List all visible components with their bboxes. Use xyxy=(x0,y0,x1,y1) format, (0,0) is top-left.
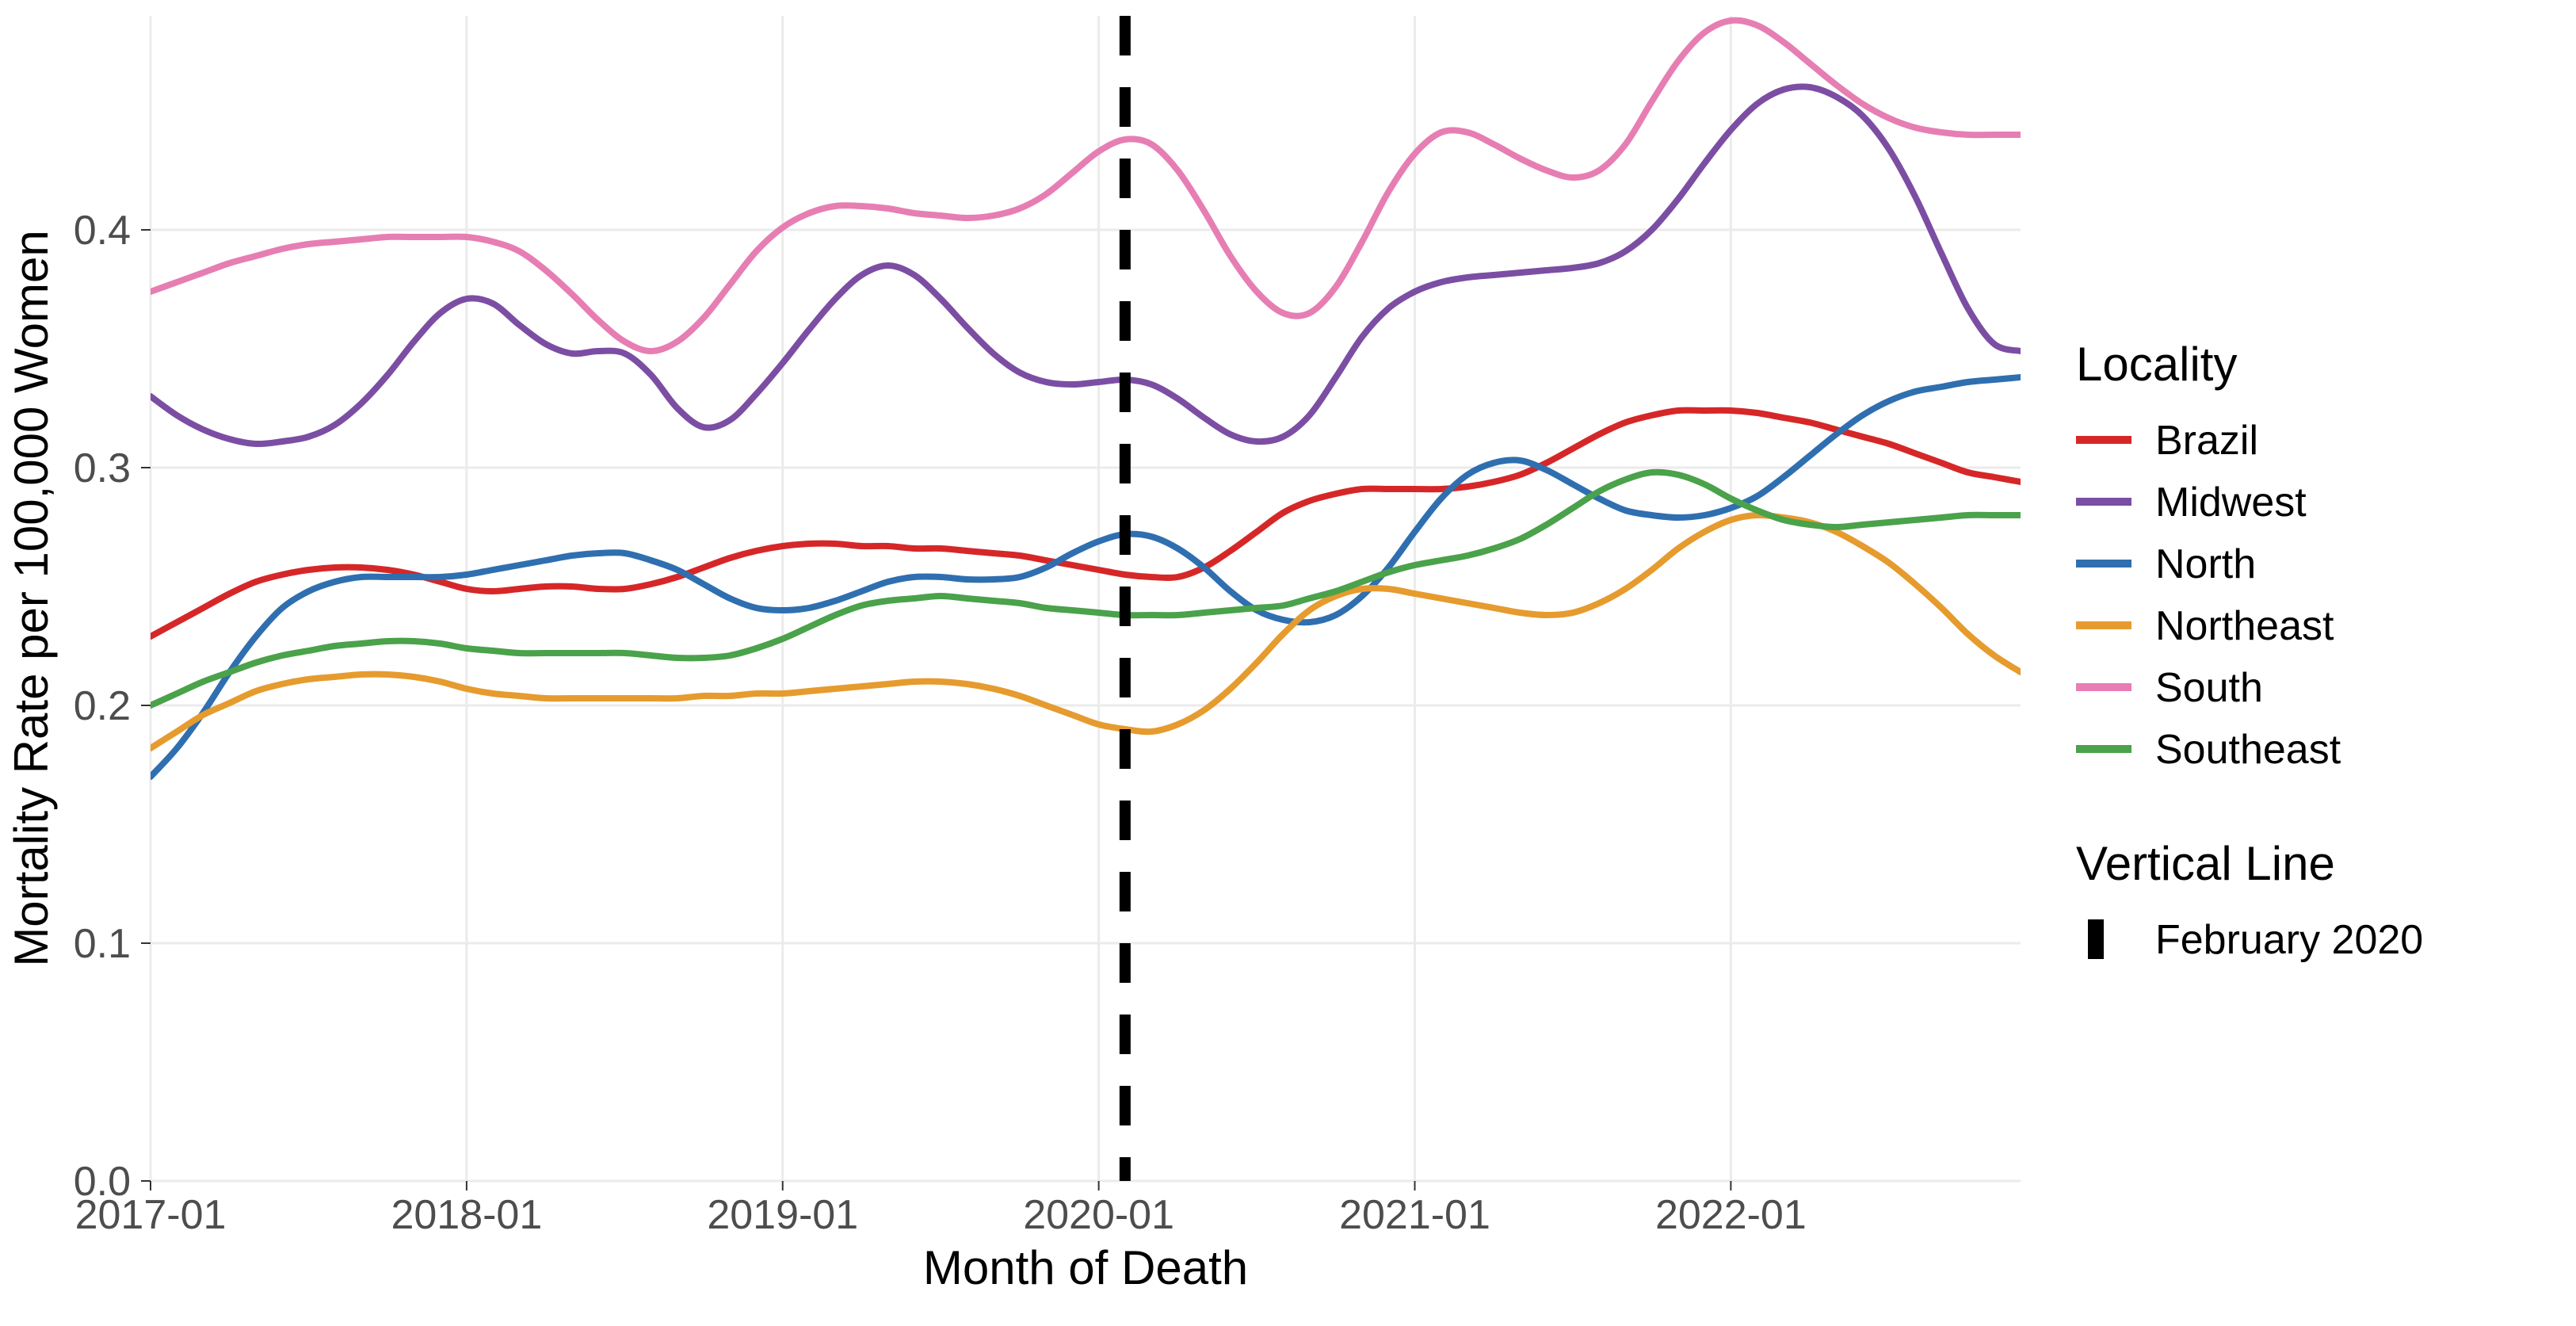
y-tick-label: 0.2 xyxy=(74,683,131,729)
legend-item-label: North xyxy=(2155,541,2256,587)
legend-item-label: South xyxy=(2155,665,2263,711)
y-tick-label: 0.1 xyxy=(74,921,131,967)
legend-item-label: Northeast xyxy=(2155,603,2334,649)
x-tick-label: 2019-01 xyxy=(707,1192,858,1238)
x-tick-label: 2020-01 xyxy=(1023,1192,1174,1238)
y-tick-label: 0.3 xyxy=(74,445,131,491)
x-tick-label: 2018-01 xyxy=(391,1192,542,1238)
legend-vline-title: Vertical Line xyxy=(2076,837,2335,890)
x-axis-label: Month of Death xyxy=(923,1241,1248,1294)
chart-container: 2017-012018-012019-012020-012021-012022-… xyxy=(0,0,2576,1326)
legend-item-label: Southeast xyxy=(2155,727,2341,773)
y-axis-label: Mortality Rate per 100,000 Women xyxy=(5,230,58,966)
x-tick-label: 2022-01 xyxy=(1655,1192,1807,1238)
legend-vline-swatch xyxy=(2088,919,2104,959)
legend-vline-label: February 2020 xyxy=(2155,917,2423,963)
legend-item-label: Midwest xyxy=(2155,480,2307,525)
y-tick-label: 0.4 xyxy=(74,208,131,254)
legend-title: Locality xyxy=(2076,338,2237,391)
y-tick-label: 0.0 xyxy=(74,1159,131,1205)
x-tick-label: 2021-01 xyxy=(1339,1192,1490,1238)
mortality-line-chart: 2017-012018-012019-012020-012021-012022-… xyxy=(0,0,2576,1326)
legend-item-label: Brazil xyxy=(2155,418,2258,464)
